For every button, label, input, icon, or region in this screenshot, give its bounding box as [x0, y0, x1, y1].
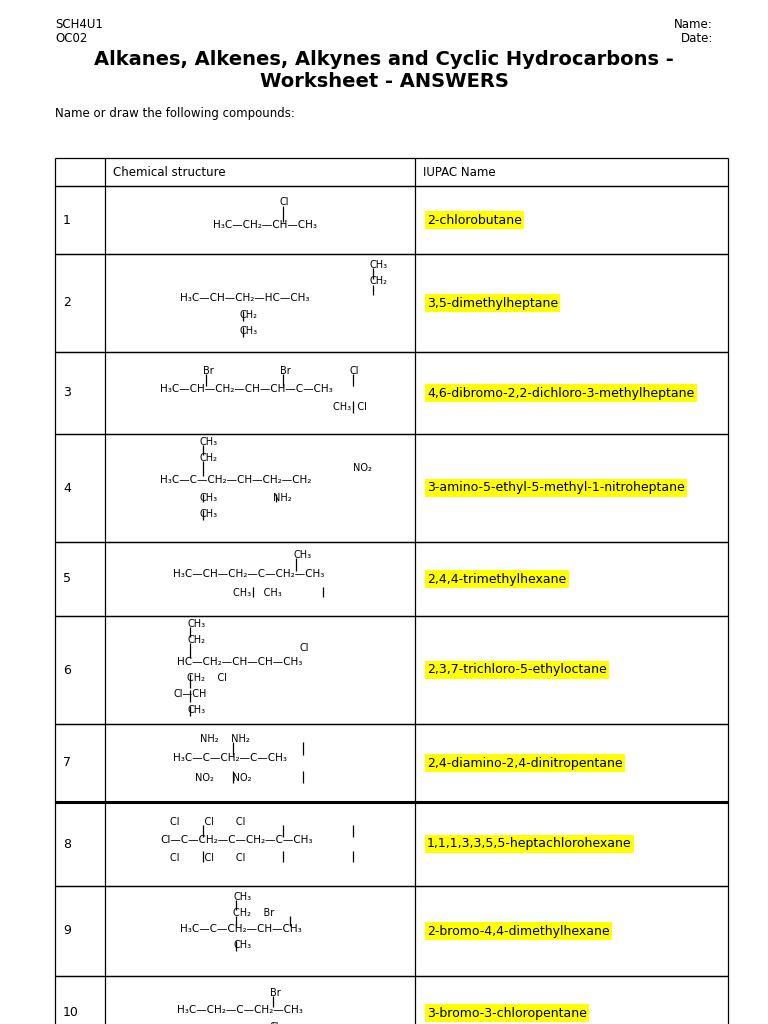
Text: H₃C—C—CH₂—C—CH₃: H₃C—C—CH₂—C—CH₃ — [173, 753, 287, 763]
Text: CH₂: CH₂ — [187, 635, 205, 645]
Text: CH₃: CH₃ — [240, 326, 258, 336]
Text: Cl—CH: Cl—CH — [173, 689, 207, 699]
Text: CH₃: CH₃ — [187, 705, 205, 715]
Text: CH₃: CH₃ — [233, 940, 251, 950]
Text: 7: 7 — [63, 757, 71, 769]
Text: H₃C—C—CH₂—CH—CH₃: H₃C—C—CH₂—CH—CH₃ — [180, 924, 302, 934]
Text: 3-amino-5-ethyl-5-methyl-1-nitroheptane: 3-amino-5-ethyl-5-methyl-1-nitroheptane — [427, 481, 685, 495]
Text: H₃C—CH—CH₂—C—CH₂—CH₃: H₃C—CH—CH₂—C—CH₂—CH₃ — [173, 569, 324, 579]
Text: 3,5-dimethylheptane: 3,5-dimethylheptane — [427, 297, 558, 309]
Text: Chemical structure: Chemical structure — [113, 166, 226, 178]
Text: CH₃: CH₃ — [200, 493, 218, 503]
Text: CH₃  Cl: CH₃ Cl — [333, 402, 367, 412]
Text: 2,4,4-trimethylhexane: 2,4,4-trimethylhexane — [427, 572, 566, 586]
Text: Date:: Date: — [680, 32, 713, 45]
Text: 4: 4 — [63, 481, 71, 495]
Text: HC—CH₂—CH—CH—CH₃: HC—CH₂—CH—CH—CH₃ — [177, 657, 303, 667]
Text: NO₂      NO₂: NO₂ NO₂ — [195, 773, 251, 783]
Text: Cl: Cl — [280, 197, 290, 207]
Text: Br: Br — [270, 988, 281, 998]
Text: CH₂    Cl: CH₂ Cl — [187, 673, 227, 683]
Text: 6: 6 — [63, 664, 71, 677]
Text: OC02: OC02 — [55, 32, 88, 45]
Text: H₃C—CH—CH₂—HC—CH₃: H₃C—CH—CH₂—HC—CH₃ — [180, 293, 310, 303]
Text: 8: 8 — [63, 838, 71, 851]
Text: 10: 10 — [63, 1007, 79, 1020]
Text: Cl: Cl — [300, 643, 310, 653]
Text: 2,3,7-trichloro-5-ethyloctane: 2,3,7-trichloro-5-ethyloctane — [427, 664, 607, 677]
Text: Cl        Cl       Cl: Cl Cl Cl — [170, 817, 245, 827]
Text: 2-chlorobutane: 2-chlorobutane — [427, 213, 522, 226]
Text: H₃C—C—CH₂—CH—CH₂—CH₂: H₃C—C—CH₂—CH—CH₂—CH₂ — [160, 475, 311, 485]
Text: CH₃    CH₃: CH₃ CH₃ — [233, 588, 282, 598]
Text: NH₂    NH₂: NH₂ NH₂ — [200, 734, 250, 744]
Text: 9: 9 — [63, 925, 71, 938]
Text: IUPAC Name: IUPAC Name — [423, 166, 495, 178]
Text: H₃C—CH₂—C—CH₂—CH₃: H₃C—CH₂—C—CH₂—CH₃ — [177, 1005, 303, 1015]
Text: CH₃: CH₃ — [187, 618, 205, 629]
Text: Name:: Name: — [674, 18, 713, 31]
Text: CH₃: CH₃ — [370, 260, 388, 270]
Text: Br: Br — [280, 366, 291, 376]
Text: 3-bromo-3-chloropentane: 3-bromo-3-chloropentane — [427, 1007, 587, 1020]
Text: 3: 3 — [63, 386, 71, 399]
Text: CH₃: CH₃ — [233, 892, 251, 902]
Text: Cl        Cl       Cl: Cl Cl Cl — [170, 853, 245, 863]
Text: Worksheet - ANSWERS: Worksheet - ANSWERS — [260, 72, 508, 91]
Text: 5: 5 — [63, 572, 71, 586]
Text: CH₂: CH₂ — [370, 276, 388, 286]
Text: SCH4U1: SCH4U1 — [55, 18, 103, 31]
Text: Name or draw the following compounds:: Name or draw the following compounds: — [55, 106, 295, 120]
Text: Cl—C—CH₂—C—CH₂—C—CH₃: Cl—C—CH₂—C—CH₂—C—CH₃ — [160, 835, 313, 845]
Text: CH₂: CH₂ — [240, 310, 258, 319]
Text: 1,1,1,3,3,5,5-heptachlorohexane: 1,1,1,3,3,5,5-heptachlorohexane — [427, 838, 631, 851]
Text: CH₂    Br: CH₂ Br — [233, 908, 274, 918]
Text: CH₂: CH₂ — [200, 453, 218, 463]
Text: 4,6-dibromo-2,2-dichloro-3-methylheptane: 4,6-dibromo-2,2-dichloro-3-methylheptane — [427, 386, 694, 399]
Text: H₃C—CH₂—CH—CH₃: H₃C—CH₂—CH—CH₃ — [213, 220, 317, 230]
Text: H₃C—CH—CH₂—CH—CH—C—CH₃: H₃C—CH—CH₂—CH—CH—C—CH₃ — [160, 384, 333, 394]
Text: 1: 1 — [63, 213, 71, 226]
Text: 2-bromo-4,4-dimethylhexane: 2-bromo-4,4-dimethylhexane — [427, 925, 610, 938]
Text: Br: Br — [203, 366, 214, 376]
Text: CH₃: CH₃ — [200, 437, 218, 447]
Text: 2: 2 — [63, 297, 71, 309]
Text: Cl: Cl — [350, 366, 359, 376]
Text: CH₃: CH₃ — [200, 509, 218, 519]
Text: NH₂: NH₂ — [273, 493, 292, 503]
Text: CH₃: CH₃ — [293, 550, 311, 560]
Text: NO₂: NO₂ — [353, 463, 372, 473]
Text: Alkanes, Alkenes, Alkynes and Cyclic Hydrocarbons -: Alkanes, Alkenes, Alkynes and Cyclic Hyd… — [94, 50, 674, 69]
Text: Cl: Cl — [270, 1022, 280, 1024]
Text: 2,4-diamino-2,4-dinitropentane: 2,4-diamino-2,4-dinitropentane — [427, 757, 623, 769]
